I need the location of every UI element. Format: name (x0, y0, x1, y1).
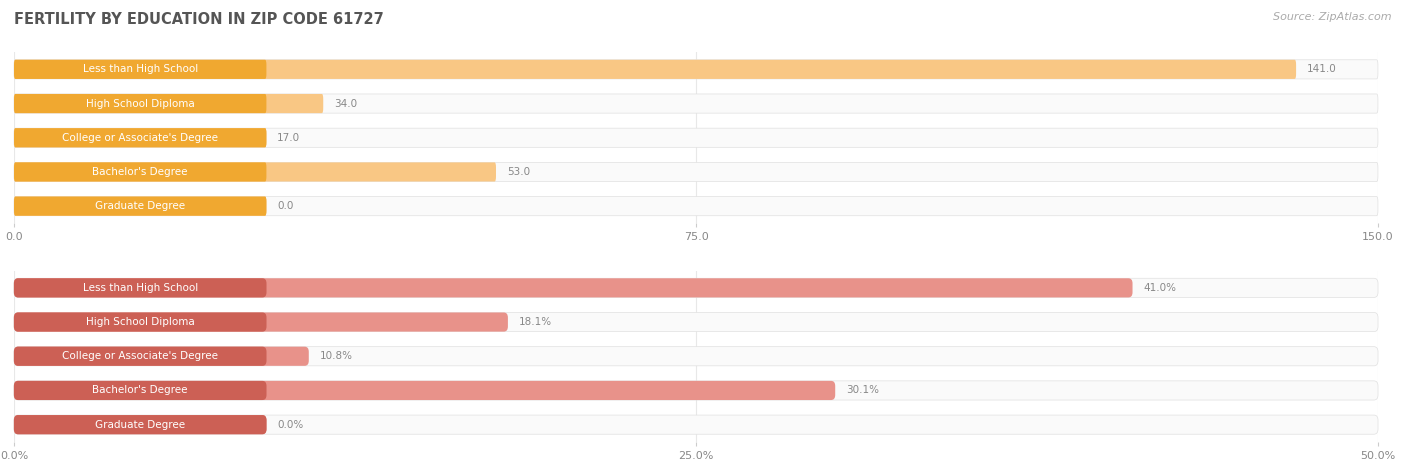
FancyBboxPatch shape (14, 313, 1378, 332)
Text: 0.0: 0.0 (277, 201, 294, 211)
FancyBboxPatch shape (14, 128, 1378, 147)
FancyBboxPatch shape (14, 415, 1378, 434)
FancyBboxPatch shape (14, 197, 266, 216)
FancyBboxPatch shape (14, 128, 266, 147)
FancyBboxPatch shape (14, 313, 508, 332)
Text: 10.8%: 10.8% (319, 351, 353, 361)
Text: College or Associate's Degree: College or Associate's Degree (62, 133, 218, 143)
FancyBboxPatch shape (14, 162, 266, 181)
FancyBboxPatch shape (14, 347, 1378, 366)
FancyBboxPatch shape (14, 347, 267, 366)
FancyBboxPatch shape (14, 381, 267, 400)
Text: FERTILITY BY EDUCATION IN ZIP CODE 61727: FERTILITY BY EDUCATION IN ZIP CODE 61727 (14, 12, 384, 27)
Text: Less than High School: Less than High School (83, 283, 198, 293)
Text: 18.1%: 18.1% (519, 317, 551, 327)
FancyBboxPatch shape (14, 94, 266, 113)
FancyBboxPatch shape (14, 128, 266, 147)
Text: 141.0: 141.0 (1308, 64, 1337, 75)
FancyBboxPatch shape (14, 278, 1132, 297)
Text: 0.0%: 0.0% (277, 419, 304, 430)
Text: Bachelor's Degree: Bachelor's Degree (93, 167, 188, 177)
Text: High School Diploma: High School Diploma (86, 98, 194, 109)
Text: High School Diploma: High School Diploma (86, 317, 194, 327)
Text: 53.0: 53.0 (506, 167, 530, 177)
Text: Graduate Degree: Graduate Degree (96, 201, 186, 211)
Text: Graduate Degree: Graduate Degree (96, 419, 186, 430)
FancyBboxPatch shape (14, 197, 1378, 216)
FancyBboxPatch shape (14, 94, 1378, 113)
Text: 41.0%: 41.0% (1143, 283, 1177, 293)
FancyBboxPatch shape (14, 60, 1378, 79)
FancyBboxPatch shape (14, 278, 1378, 297)
Text: Source: ZipAtlas.com: Source: ZipAtlas.com (1274, 12, 1392, 22)
FancyBboxPatch shape (14, 381, 835, 400)
Text: College or Associate's Degree: College or Associate's Degree (62, 351, 218, 361)
FancyBboxPatch shape (14, 347, 309, 366)
FancyBboxPatch shape (14, 381, 1378, 400)
FancyBboxPatch shape (14, 278, 267, 297)
FancyBboxPatch shape (14, 415, 267, 434)
Text: 17.0: 17.0 (277, 133, 301, 143)
FancyBboxPatch shape (14, 415, 267, 434)
FancyBboxPatch shape (14, 162, 496, 181)
FancyBboxPatch shape (14, 162, 1378, 181)
Text: 30.1%: 30.1% (846, 385, 879, 396)
FancyBboxPatch shape (14, 60, 266, 79)
FancyBboxPatch shape (14, 313, 267, 332)
Text: 34.0: 34.0 (335, 98, 357, 109)
Text: Bachelor's Degree: Bachelor's Degree (93, 385, 188, 396)
FancyBboxPatch shape (14, 94, 323, 113)
FancyBboxPatch shape (14, 60, 1296, 79)
FancyBboxPatch shape (14, 197, 266, 216)
Text: Less than High School: Less than High School (83, 64, 198, 75)
